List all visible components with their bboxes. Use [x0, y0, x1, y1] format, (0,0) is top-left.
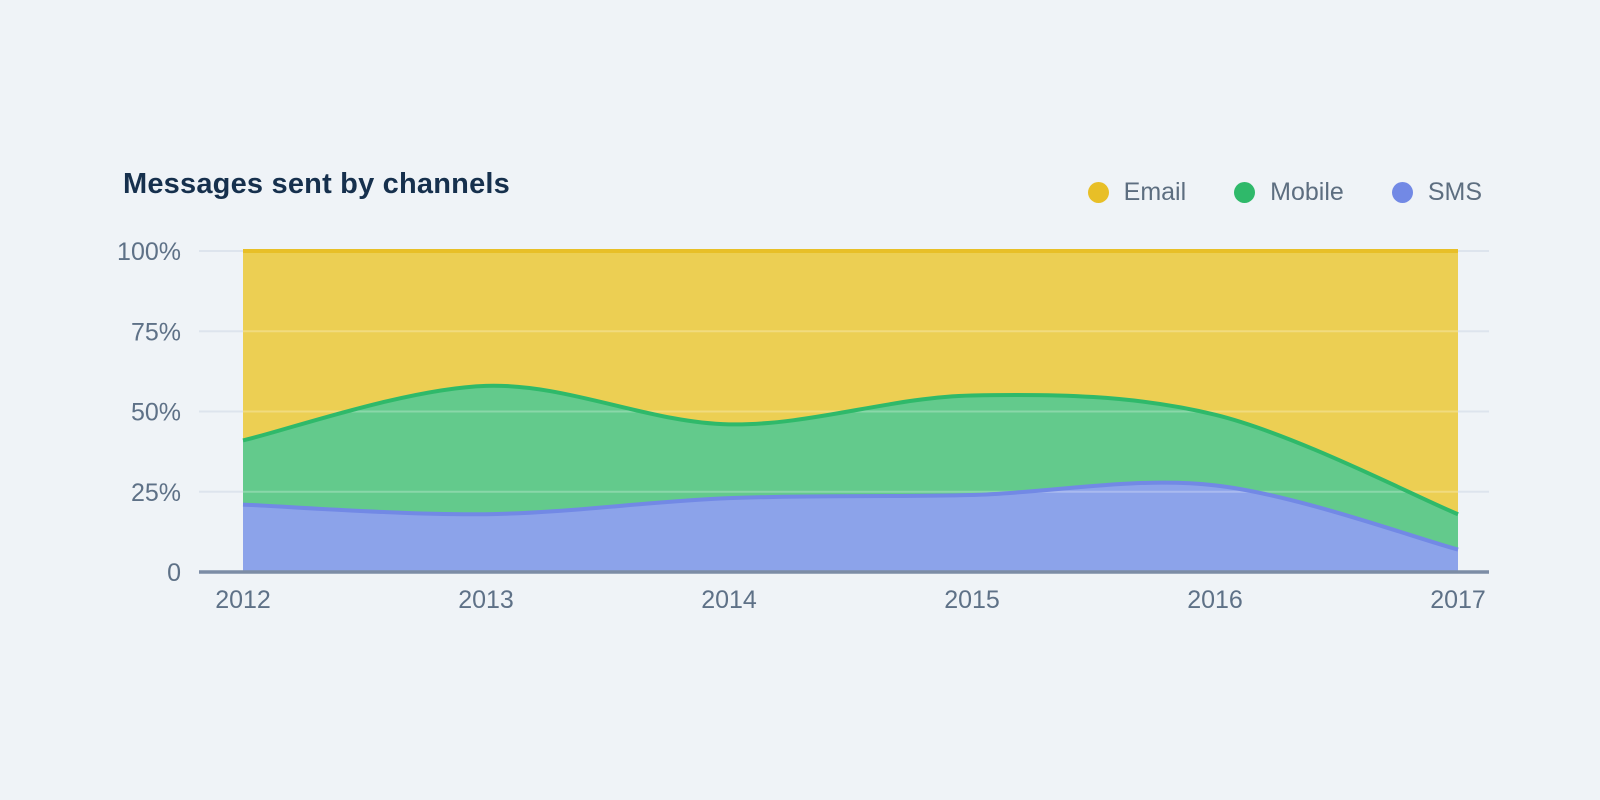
x-tick-label-2012: 2012 — [215, 586, 271, 614]
chart-title: Messages sent by channels — [123, 168, 510, 200]
x-tick-label-2017: 2017 — [1430, 586, 1486, 614]
line-mobile — [242, 383, 1459, 517]
legend-label: SMS — [1427, 178, 1482, 206]
legend-swatch-mobile — [1234, 182, 1256, 203]
legend: Email Mobile SMS — [1087, 178, 1482, 207]
line-sms — [242, 480, 1459, 552]
legend-label: Mobile — [1270, 178, 1344, 206]
legend-label: Email — [1123, 178, 1187, 206]
legend-item-sms[interactable]: SMS — [1391, 178, 1482, 207]
legend-item-email[interactable]: Email — [1087, 178, 1187, 207]
y-tick-label-0: 0 — [167, 559, 181, 587]
y-tick-label-75: 75% — [131, 318, 181, 346]
y-tick-label-25: 25% — [131, 479, 181, 507]
area-sms[interactable] — [243, 482, 1458, 572]
legend-swatch-sms — [1391, 182, 1413, 203]
legend-swatch-email — [1087, 182, 1109, 203]
x-tick-label-2016: 2016 — [1187, 586, 1243, 614]
y-tick-label-50: 50% — [131, 399, 181, 427]
x-tick-label-2014: 2014 — [701, 586, 757, 614]
x-tick-label-2015: 2015 — [944, 586, 1000, 614]
legend-item-mobile[interactable]: Mobile — [1234, 178, 1344, 207]
x-tick-label-2013: 2013 — [458, 586, 514, 614]
y-tick-label-100: 100% — [117, 238, 181, 266]
